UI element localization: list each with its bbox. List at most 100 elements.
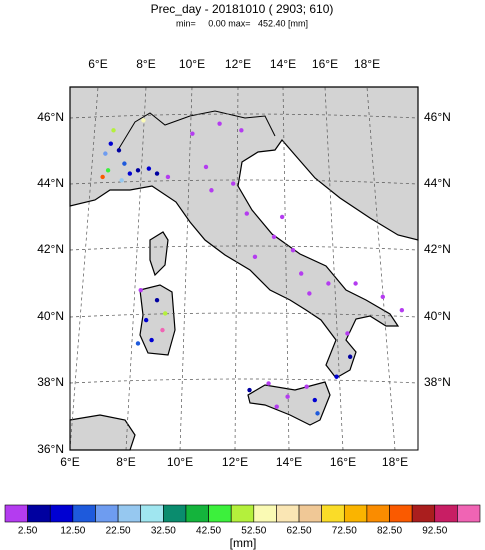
colorbar-label: 92.50 xyxy=(422,526,447,537)
station xyxy=(154,297,160,303)
station xyxy=(163,311,168,316)
station xyxy=(239,128,244,133)
colorbar-label: 12.50 xyxy=(60,526,85,537)
station xyxy=(347,354,353,359)
lat-label: 44°N xyxy=(37,176,64,190)
colorbar-box xyxy=(208,504,232,523)
station xyxy=(154,171,160,176)
station xyxy=(247,387,252,393)
station xyxy=(312,397,317,403)
lon-label: 14°E xyxy=(276,455,302,469)
colorbar-box xyxy=(321,504,345,523)
colorbar-label: 42.50 xyxy=(196,526,221,537)
lat-label: 46°N xyxy=(37,110,64,124)
station xyxy=(203,164,209,170)
station xyxy=(274,404,279,409)
sardinia xyxy=(139,284,176,356)
station xyxy=(135,168,141,173)
station xyxy=(326,281,331,286)
parallel xyxy=(69,245,419,251)
colorbar-label: 32.50 xyxy=(151,526,176,537)
colorbar-box xyxy=(49,504,74,523)
lon-label: 14°E xyxy=(270,57,296,71)
graticule xyxy=(69,86,419,451)
station xyxy=(252,254,258,260)
station xyxy=(190,131,195,136)
axis-labels: 6°E 8°E 10°E 12°E 14°E 16°E 18°E 6°E 8°E 10°E 12°E… xyxy=(37,57,451,469)
parallel xyxy=(69,113,419,119)
station xyxy=(143,317,149,323)
colorbar-box xyxy=(253,504,277,523)
colorbar-box xyxy=(457,504,481,523)
colorbar-box xyxy=(298,504,322,523)
colorbar-label: 22.50 xyxy=(106,526,131,537)
lon-label: 16°E xyxy=(312,57,338,71)
colorbar-box xyxy=(4,504,28,523)
lat-label: 46°N xyxy=(424,110,451,124)
parallel xyxy=(69,179,419,185)
lon-label: 18°E xyxy=(354,57,380,71)
station xyxy=(334,374,339,379)
station xyxy=(122,161,127,166)
station xyxy=(127,171,133,176)
station xyxy=(138,287,143,293)
meridian xyxy=(366,86,396,451)
colorbar-box xyxy=(276,504,300,523)
station xyxy=(279,214,285,220)
colorbar: 2.50 12.50 22.50 32.50 42.50 52.50 62.50 72.50 8… xyxy=(4,504,481,537)
lat-label: 36°N xyxy=(37,442,64,456)
station xyxy=(146,166,152,171)
colorbar-box xyxy=(230,504,255,523)
colorbar-box xyxy=(72,504,96,523)
station xyxy=(135,341,141,346)
station xyxy=(399,307,405,313)
station xyxy=(345,331,350,336)
colorbar-box xyxy=(434,504,458,523)
station xyxy=(105,168,111,173)
station xyxy=(271,234,277,240)
station xyxy=(266,381,271,386)
station xyxy=(304,384,309,389)
colorbar-box xyxy=(411,504,436,523)
parallel xyxy=(69,312,419,318)
meridian xyxy=(324,86,344,451)
station xyxy=(353,281,358,286)
lon-label: 10°E xyxy=(167,455,193,469)
map-frame xyxy=(69,86,419,451)
station xyxy=(307,291,312,296)
africa-land xyxy=(69,414,136,451)
lon-label: 10°E xyxy=(179,57,205,71)
station xyxy=(315,411,320,416)
title: Prec_day - 20181010 ( 2903; 610) xyxy=(151,2,334,16)
colorbar-box xyxy=(366,504,390,523)
subtitle: min= 0.00 max= 452.40 [mm] xyxy=(176,18,308,28)
station xyxy=(100,174,105,180)
station xyxy=(380,294,385,300)
station xyxy=(160,327,165,333)
station xyxy=(119,178,124,183)
meridian xyxy=(234,86,239,451)
station xyxy=(285,394,290,399)
colorbar-box xyxy=(185,504,209,523)
colorbar-box xyxy=(27,504,51,523)
station xyxy=(165,174,171,180)
lon-label: 12°E xyxy=(222,455,248,469)
corsica xyxy=(149,231,169,277)
lat-label: 38°N xyxy=(424,375,451,389)
colorbar-label: 72.50 xyxy=(332,526,357,537)
parallel xyxy=(69,378,419,384)
station xyxy=(116,148,122,153)
lon-label: 16°E xyxy=(330,455,356,469)
station xyxy=(149,337,154,343)
colorbar-box xyxy=(343,504,368,523)
station xyxy=(103,151,108,156)
colorbar-box xyxy=(140,504,164,523)
colorbar-label: 82.50 xyxy=(377,526,402,537)
colorbar-box xyxy=(95,504,119,523)
station xyxy=(108,141,114,146)
sicily xyxy=(247,381,331,426)
colorbar-box xyxy=(163,504,187,523)
lat-label: 40°N xyxy=(37,309,64,323)
station xyxy=(209,188,214,193)
colorbar-unit: [mm] xyxy=(230,536,257,550)
